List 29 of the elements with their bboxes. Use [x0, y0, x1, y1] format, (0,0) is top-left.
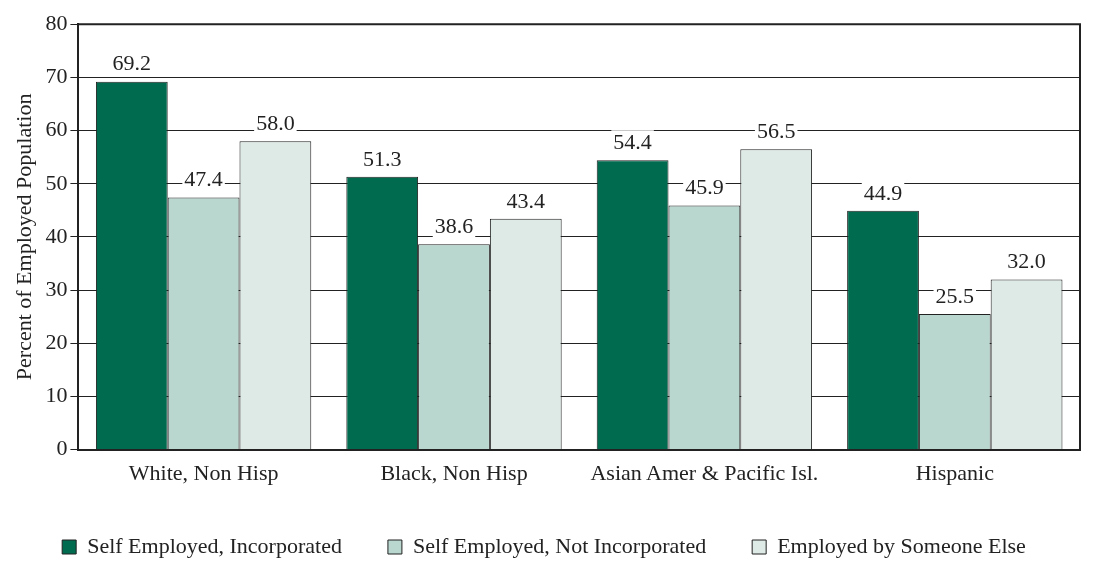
- x-tick-label: Asian Amer & Pacific Isl.: [590, 459, 819, 485]
- data-label: 43.4: [506, 187, 546, 213]
- y-axis-title: Percent of Employed Population: [10, 93, 36, 381]
- data-label: 45.9: [685, 174, 724, 200]
- x-tick-label: Black, Non Hisp: [380, 459, 528, 485]
- y-tick-label: 40: [45, 222, 68, 248]
- legend-label: Employed by Someone Else: [777, 532, 1026, 558]
- data-label: 69.2: [112, 50, 152, 76]
- y-tick-label: 10: [45, 382, 68, 408]
- legend-label: Self Employed, Not Incorporated: [412, 532, 707, 558]
- data-label: 56.5: [756, 117, 796, 143]
- y-tick-label: 80: [45, 9, 68, 35]
- data-label: 38.6: [434, 213, 474, 239]
- data-label: 44.9: [863, 179, 903, 205]
- y-tick-label: 50: [45, 169, 68, 195]
- y-tick-label: 30: [45, 275, 68, 301]
- legend-label: Self Employed, Incorporated: [87, 532, 342, 558]
- y-tick-label: 60: [45, 116, 68, 142]
- data-label: 51.3: [362, 145, 402, 171]
- x-tick-label: White, Non Hisp: [128, 459, 279, 485]
- data-label: 58.0: [256, 109, 295, 135]
- y-tick-label: 70: [45, 63, 68, 89]
- data-label: 47.4: [184, 166, 223, 192]
- x-tick-label: Hispanic: [915, 459, 995, 485]
- data-label: 54.4: [613, 129, 652, 155]
- data-label: 32.0: [1007, 248, 1046, 274]
- y-tick-label: 0: [56, 435, 68, 461]
- y-tick-label: 20: [45, 329, 68, 355]
- data-label: 25.5: [935, 282, 975, 308]
